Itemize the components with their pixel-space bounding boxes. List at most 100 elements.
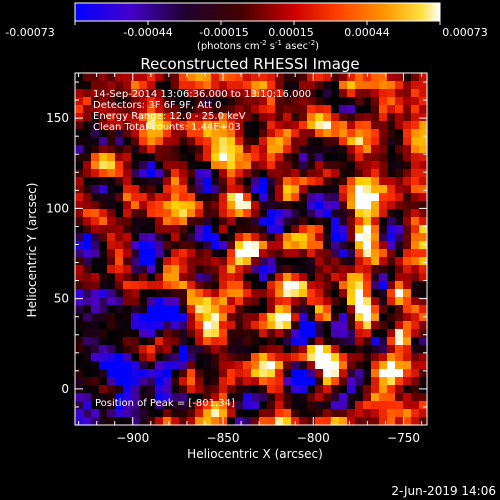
heatmap-cell: [155, 241, 164, 250]
heatmap-cell: [227, 89, 236, 98]
heatmap-cell: [323, 81, 332, 90]
heatmap-cell: [395, 249, 404, 258]
heatmap-cell: [371, 273, 380, 282]
heatmap-cell: [331, 265, 340, 274]
heatmap-cell: [155, 289, 164, 298]
heatmap-cell: [339, 353, 348, 362]
heatmap-cell: [323, 257, 332, 266]
heatmap-cell: [291, 289, 300, 298]
heatmap-cell: [395, 217, 404, 226]
heatmap-cell: [99, 329, 108, 338]
heatmap-cell: [299, 233, 308, 242]
heatmap-cell: [179, 353, 188, 362]
heatmap-cell: [107, 273, 116, 282]
heatmap-cell: [163, 185, 172, 194]
heatmap-cell: [203, 353, 212, 362]
heatmap-cell: [195, 345, 204, 354]
heatmap-cell: [291, 297, 300, 306]
heatmap-cell: [235, 225, 244, 234]
heatmap-cell: [299, 161, 308, 170]
heatmap-cell: [283, 225, 292, 234]
heatmap-cell: [283, 321, 292, 330]
heatmap-cell: [195, 393, 204, 402]
heatmap-cell: [355, 121, 364, 130]
heatmap-cell: [251, 369, 260, 378]
heatmap-cell: [283, 89, 292, 98]
heatmap-cell: [75, 137, 84, 146]
heatmap-cell: [363, 153, 372, 162]
heatmap-cell: [347, 193, 356, 202]
heatmap-cell: [403, 185, 412, 194]
heatmap-cell: [203, 305, 212, 314]
heatmap-cell: [115, 225, 124, 234]
heatmap-cell: [395, 177, 404, 186]
heatmap-cell: [123, 193, 132, 202]
heatmap-cell: [355, 369, 364, 378]
heatmap-cell: [331, 201, 340, 210]
heatmap-cell: [347, 201, 356, 210]
heatmap-cell: [155, 145, 164, 154]
heatmap-cell: [323, 265, 332, 274]
heatmap-cell: [163, 217, 172, 226]
heatmap-cell: [363, 313, 372, 322]
heatmap-cell: [419, 113, 428, 122]
heatmap-cell: [259, 273, 268, 282]
heatmap-cell: [363, 177, 372, 186]
heatmap-cell: [195, 193, 204, 202]
heatmap-cell: [131, 177, 140, 186]
heatmap-cell: [379, 137, 388, 146]
heatmap-cell: [259, 417, 268, 426]
heatmap-cell: [91, 241, 100, 250]
heatmap-cell: [171, 129, 180, 138]
heatmap-cell: [371, 121, 380, 130]
heatmap-cell: [283, 257, 292, 266]
info-annotation: 14-Sep-2014 13:06:36.000 to 13:10:16.000: [93, 89, 311, 100]
heatmap-cell: [179, 273, 188, 282]
heatmap-cell: [227, 177, 236, 186]
heatmap-cell: [203, 281, 212, 290]
heatmap-cell: [219, 81, 228, 90]
heatmap-cell: [115, 209, 124, 218]
heatmap-cell: [355, 297, 364, 306]
heatmap-cell: [139, 225, 148, 234]
heatmap-cell: [299, 145, 308, 154]
heatmap-cell: [155, 137, 164, 146]
heatmap-cell: [171, 409, 180, 418]
heatmap-cell: [155, 321, 164, 330]
heatmap-cell: [107, 137, 116, 146]
heatmap-cell: [187, 417, 196, 426]
heatmap-cell: [171, 305, 180, 314]
heatmap-cell: [139, 193, 148, 202]
heatmap-cell: [387, 113, 396, 122]
heatmap-cell: [147, 249, 156, 258]
heatmap-cell: [107, 377, 116, 386]
heatmap-cell: [235, 321, 244, 330]
heatmap-cell: [155, 361, 164, 370]
heatmap-cell: [315, 73, 324, 82]
heatmap-cell: [83, 297, 92, 306]
heatmap-cell: [243, 393, 252, 402]
heatmap-cell: [339, 409, 348, 418]
heatmap-cell: [123, 249, 132, 258]
heatmap-cell: [331, 73, 340, 82]
heatmap-cell: [355, 265, 364, 274]
heatmap-cell: [107, 305, 116, 314]
heatmap-cell: [179, 209, 188, 218]
heatmap-cell: [331, 185, 340, 194]
heatmap-cell: [83, 185, 92, 194]
heatmap-cell: [267, 153, 276, 162]
heatmap-cell: [339, 121, 348, 130]
heatmap-cell: [299, 369, 308, 378]
heatmap-cell: [235, 145, 244, 154]
heatmap-cell: [131, 369, 140, 378]
heatmap-cell: [259, 241, 268, 250]
heatmap-cell: [99, 249, 108, 258]
heatmap-cell: [395, 345, 404, 354]
heatmap-cell: [259, 233, 268, 242]
heatmap-cell: [291, 401, 300, 410]
heatmap-cell: [171, 273, 180, 282]
heatmap-cell: [323, 361, 332, 370]
heatmap-cell: [259, 113, 268, 122]
heatmap-cell: [259, 289, 268, 298]
heatmap-cell: [115, 369, 124, 378]
